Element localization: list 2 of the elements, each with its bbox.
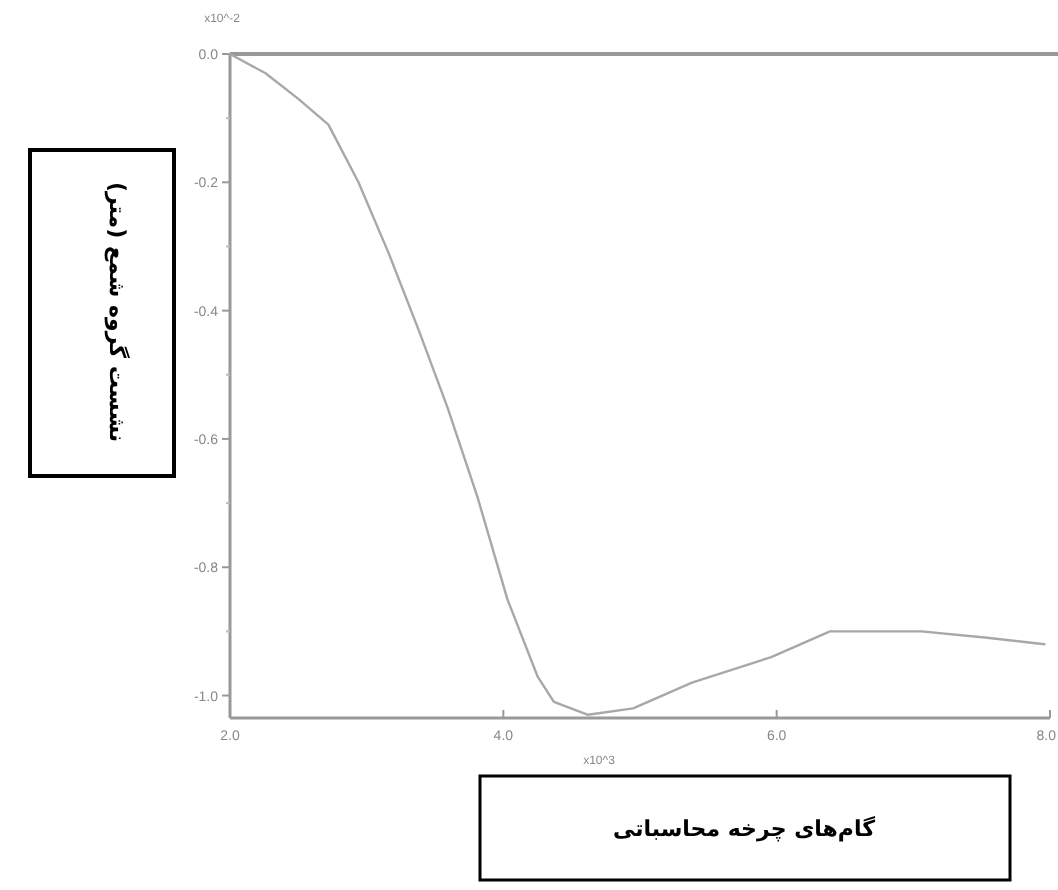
- x-axis-title: گام‌های چرخه محاسباتی: [612, 816, 877, 842]
- y-axis-title: نشست گروه شمع (متر): [104, 181, 130, 443]
